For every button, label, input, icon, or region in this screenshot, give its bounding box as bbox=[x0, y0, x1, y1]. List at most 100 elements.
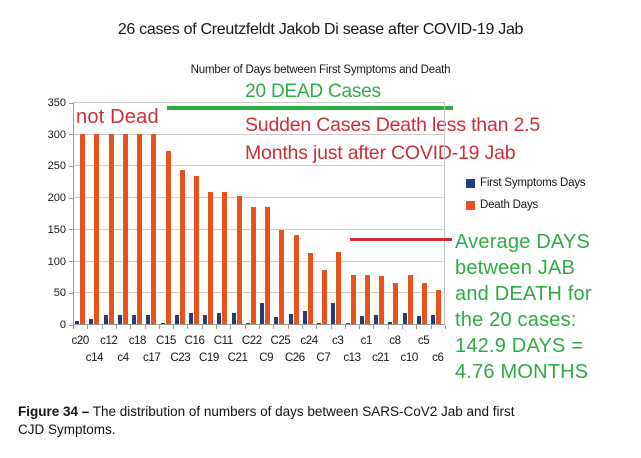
bar-group bbox=[202, 192, 216, 324]
x-axis-tick bbox=[130, 325, 132, 329]
average-annotation: Average DAYS between JAB and DEATH for the … bbox=[455, 229, 641, 385]
y-axis-tick bbox=[69, 324, 73, 326]
x-axis-tick bbox=[287, 325, 289, 329]
death-days-bar bbox=[250, 206, 256, 324]
gridline bbox=[73, 197, 445, 199]
legend-item: First Symptoms Days bbox=[466, 177, 586, 189]
x-axis-tick bbox=[201, 325, 203, 329]
death-days-bar bbox=[336, 251, 342, 324]
x-axis-label: c12 bbox=[100, 335, 118, 347]
bar-group bbox=[159, 150, 173, 324]
y-axis-tick bbox=[69, 165, 73, 167]
bar-group bbox=[174, 169, 188, 324]
x-axis-tick bbox=[144, 325, 146, 329]
x-axis-tick bbox=[330, 325, 332, 329]
death-days-bar bbox=[364, 274, 370, 324]
x-axis-label: c24 bbox=[300, 335, 318, 347]
death-days-bar bbox=[80, 133, 86, 324]
caption-text: The distribution of numbers of days betw… bbox=[18, 404, 515, 437]
y-axis-label: 200 bbox=[47, 192, 66, 205]
x-axis-label: c3 bbox=[332, 335, 344, 347]
death-days-bar bbox=[94, 133, 100, 324]
y-axis-line bbox=[73, 103, 74, 325]
x-axis-tick bbox=[187, 325, 189, 329]
average-pointer-line bbox=[350, 238, 452, 241]
x-axis-label: c5 bbox=[417, 335, 430, 347]
bar-group bbox=[430, 289, 444, 324]
average-annotation-line: Average DAYS bbox=[455, 231, 591, 253]
x-axis-label: c13 bbox=[343, 352, 361, 364]
bar-group bbox=[102, 133, 116, 324]
chart-title: 26 cases of Creutzfeldt Jakob Di sease a… bbox=[117, 21, 524, 38]
death-days-bar bbox=[393, 283, 399, 324]
y-axis-tick bbox=[69, 261, 73, 263]
x-axis-label: C15 bbox=[156, 335, 176, 347]
sudden-death-annotation-line: Months just after COVID-19 Jab bbox=[245, 141, 516, 164]
x-axis-label: c8 bbox=[389, 335, 401, 347]
death-days-bar bbox=[165, 150, 171, 324]
gridline bbox=[73, 260, 445, 262]
bar-group bbox=[259, 206, 273, 324]
bar-group bbox=[316, 270, 330, 324]
death-days-bar bbox=[137, 133, 143, 324]
x-axis-label: C7 bbox=[316, 352, 331, 364]
death-days-bar bbox=[208, 192, 214, 324]
gridline bbox=[73, 133, 445, 135]
first-symptoms-bar bbox=[388, 322, 393, 324]
bar-group bbox=[117, 133, 131, 324]
y-axis-label: 150 bbox=[47, 223, 66, 236]
average-annotation-line: the 20 cases: bbox=[455, 309, 577, 331]
first-symptoms-bar bbox=[402, 312, 407, 324]
average-annotation-line: and DEATH for bbox=[455, 283, 592, 305]
bar-group bbox=[302, 252, 316, 324]
death-days-bar bbox=[279, 230, 285, 324]
x-axis-label: c14 bbox=[85, 352, 104, 364]
x-axis-tick bbox=[344, 325, 346, 329]
x-axis-tick bbox=[173, 325, 175, 329]
bars-container bbox=[74, 103, 444, 324]
chart-subtitle: Number of Days between First Symptoms an… bbox=[190, 64, 451, 76]
x-axis-tick bbox=[230, 325, 232, 329]
y-axis-label: 300 bbox=[47, 128, 66, 141]
x-axis-label: c18 bbox=[128, 335, 147, 347]
legend: First Symptoms Days Death Days bbox=[466, 177, 586, 221]
bar-group bbox=[373, 275, 387, 324]
x-axis-label: c4 bbox=[117, 352, 129, 364]
first-symptoms-bar bbox=[302, 310, 307, 324]
first-symptoms-bar bbox=[231, 313, 236, 324]
death-days-bar bbox=[122, 133, 128, 324]
bar-group bbox=[416, 282, 430, 324]
x-axis-tick bbox=[402, 325, 404, 329]
sudden-death-annotation: Sudden Cases Death less than 2.5 Months j… bbox=[245, 112, 625, 167]
first-symptoms-bar bbox=[146, 314, 151, 324]
y-axis-label: 250 bbox=[47, 160, 66, 173]
bar-group bbox=[131, 133, 145, 324]
sudden-death-annotation-line: Sudden Cases Death less than 2.5 bbox=[245, 114, 540, 136]
x-axis-tick bbox=[216, 325, 218, 329]
first-symptoms-bar bbox=[188, 313, 193, 324]
death-days-bar bbox=[193, 176, 199, 324]
first-symptoms-bar bbox=[103, 315, 108, 324]
first-symptoms-bar bbox=[89, 318, 94, 324]
first-symptoms-bar bbox=[374, 314, 379, 324]
average-annotation-line: 142.9 DAYS = bbox=[455, 335, 584, 357]
bar-group bbox=[401, 274, 415, 324]
x-axis-label: C11 bbox=[213, 335, 233, 347]
x-axis-tick bbox=[301, 325, 303, 329]
legend-label: Death Days bbox=[480, 199, 539, 211]
legend-swatch bbox=[466, 178, 475, 188]
first-symptoms-bar bbox=[416, 316, 421, 324]
x-axis-label: C21 bbox=[227, 352, 248, 364]
death-days-bar bbox=[307, 252, 313, 324]
x-axis-label: c21 bbox=[371, 352, 390, 364]
death-days-bar bbox=[179, 169, 185, 324]
death-days-bar bbox=[151, 133, 157, 324]
x-axis-label: C26 bbox=[284, 352, 305, 364]
x-axis-tick bbox=[115, 325, 117, 329]
first-symptoms-bar bbox=[260, 303, 265, 324]
bar-group bbox=[245, 206, 259, 324]
x-axis-label: C22 bbox=[241, 335, 262, 347]
gridline bbox=[73, 102, 445, 103]
death-days-bar bbox=[435, 289, 441, 324]
